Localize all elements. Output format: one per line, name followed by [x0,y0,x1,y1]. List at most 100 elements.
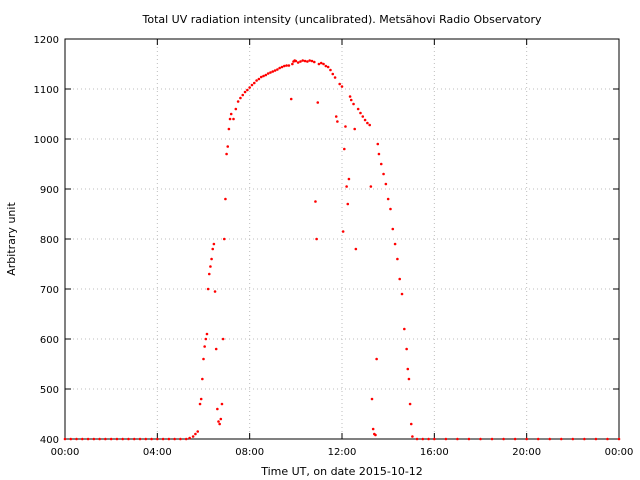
data-point [226,145,230,148]
data-point [356,107,360,111]
data-point [340,85,344,88]
data-point [299,60,302,63]
data-point [371,427,375,431]
data-point [199,397,203,401]
data-point [347,177,351,181]
data-point [341,230,345,233]
data-point [220,402,224,406]
data-point [239,96,242,100]
data-point [343,147,346,151]
data-point [415,437,419,441]
data-point [548,437,552,441]
data-point [248,86,251,89]
data-point [184,437,188,441]
data-point [353,127,356,131]
data-point [319,61,323,65]
data-point [214,347,218,351]
data-point [262,74,265,78]
tick-labels: 00:00 04:00 08:00 12:00 16:00 20:00 00:0040050… [34,35,634,458]
x-tick-label: 00:00 [605,447,634,458]
data-point [198,402,202,406]
y-tick-label: 500 [40,385,59,396]
data-point [361,115,365,118]
y-tick-label: 1100 [34,85,59,96]
data-point [224,197,227,201]
data-point [138,437,142,441]
data-point [207,272,211,276]
grid-lines [65,39,619,439]
data-point [127,437,130,441]
data-point [479,437,482,441]
data-point [104,437,107,441]
data-point [287,64,291,67]
data-point [376,142,380,146]
data-points [63,59,621,441]
y-tick-label: 700 [40,285,59,296]
data-point [308,59,311,62]
data-point [391,227,395,231]
data-point [456,437,459,441]
data-point [294,59,298,63]
data-point [257,77,261,81]
data-point [209,265,212,268]
data-point [344,125,347,128]
data-point [121,437,125,441]
data-point [266,72,270,75]
data-point [213,290,217,293]
data-point [444,437,448,441]
data-point [407,377,411,381]
data-point [316,101,320,104]
data-point [291,62,294,66]
data-point [252,81,256,85]
x-tick-label: 16:00 [420,447,449,458]
data-point [269,71,272,74]
data-point [345,185,348,188]
data-point [301,59,305,62]
data-point [92,437,96,441]
data-point [243,90,247,94]
data-point [382,172,385,176]
y-tick-label: 900 [40,185,59,196]
data-point [273,69,277,72]
data-point [306,60,309,63]
y-axis-label: Arbitrary unit [5,202,18,276]
data-point [359,111,362,115]
data-point [216,407,219,411]
y-tick-label: 400 [40,435,59,446]
data-point [229,112,233,116]
data-point [409,422,413,426]
x-axis-label: Time UT, on date 2015-10-12 [260,465,423,478]
data-point [349,98,353,102]
data-point [167,437,171,441]
data-point [384,182,388,186]
data-point [173,437,176,441]
data-point [285,64,288,67]
data-point [75,437,78,441]
data-point [363,118,367,122]
data-point [202,357,205,361]
data-point [210,257,213,261]
data-point [467,437,471,441]
data-point [398,277,402,281]
data-point [370,397,374,401]
data-point [374,433,377,437]
data-point [219,417,223,421]
data-point [536,437,540,441]
data-point [396,257,399,261]
data-point [386,197,390,201]
data-point [246,88,249,92]
data-point [317,62,321,66]
data-point [352,102,355,106]
data-point [583,437,586,441]
data-point [276,68,279,71]
data-point [331,72,335,76]
data-point [115,437,119,441]
data-point [227,127,231,131]
data-point [201,377,204,381]
data-point [188,436,191,440]
data-point [241,93,245,97]
data-point [234,107,238,111]
data-point [228,117,232,121]
data-point [63,437,67,441]
data-point [336,120,339,123]
